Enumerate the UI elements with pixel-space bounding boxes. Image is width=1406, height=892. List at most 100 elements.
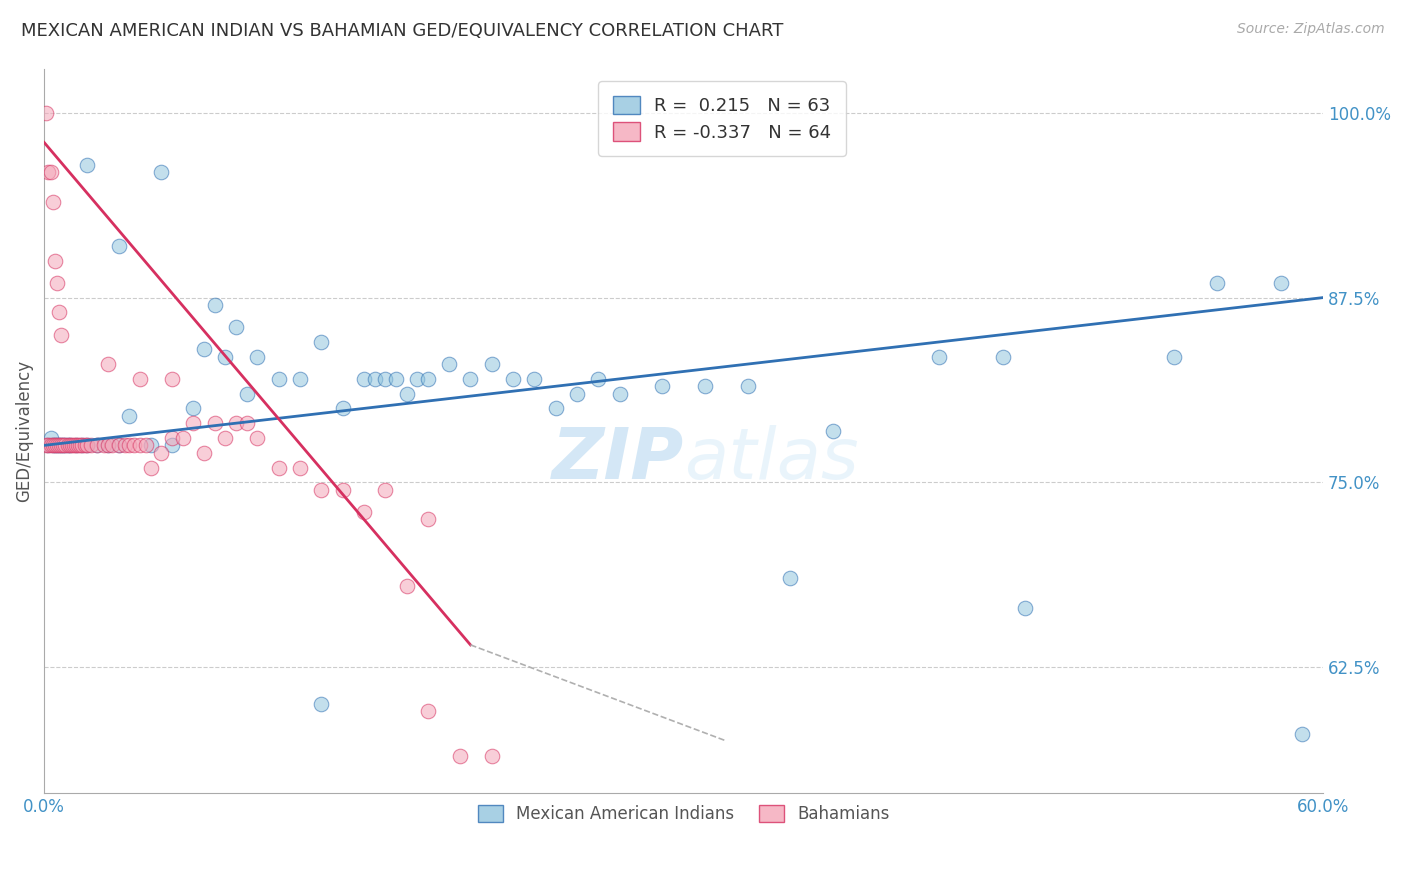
Point	[56, 438, 79, 452]
Point	[51, 438, 73, 452]
Point	[86, 438, 108, 452]
Point	[214, 350, 236, 364]
Point	[193, 446, 215, 460]
Point	[502, 372, 524, 386]
Point	[225, 416, 247, 430]
Point	[52, 438, 75, 452]
Point	[73, 438, 96, 452]
Point	[204, 416, 226, 430]
Point	[1270, 276, 1292, 290]
Point	[65, 438, 87, 452]
Point	[821, 424, 844, 438]
Point	[39, 438, 62, 452]
Point	[107, 438, 129, 452]
Point	[651, 379, 673, 393]
Point	[55, 438, 77, 452]
Point	[374, 372, 396, 386]
Point	[193, 343, 215, 357]
Point	[1014, 601, 1036, 615]
Point	[437, 357, 460, 371]
Point	[39, 431, 62, 445]
Point	[235, 386, 257, 401]
Point	[59, 438, 82, 452]
Point	[139, 438, 162, 452]
Point	[56, 438, 79, 452]
Point	[41, 438, 63, 452]
Point	[51, 438, 73, 452]
Point	[129, 372, 152, 386]
Point	[481, 748, 503, 763]
Point	[225, 320, 247, 334]
Text: MEXICAN AMERICAN INDIAN VS BAHAMIAN GED/EQUIVALENCY CORRELATION CHART: MEXICAN AMERICAN INDIAN VS BAHAMIAN GED/…	[21, 22, 783, 40]
Point	[693, 379, 716, 393]
Point	[416, 705, 439, 719]
Point	[1291, 726, 1313, 740]
Point	[101, 438, 124, 452]
Point	[544, 401, 567, 416]
Point	[374, 483, 396, 497]
Point	[588, 372, 610, 386]
Point	[67, 438, 90, 452]
Point	[160, 431, 183, 445]
Point	[55, 438, 77, 452]
Point	[45, 438, 67, 452]
Point	[41, 438, 63, 452]
Point	[86, 438, 108, 452]
Point	[35, 438, 58, 452]
Point	[129, 438, 152, 452]
Point	[35, 106, 58, 120]
Text: ZIP: ZIP	[551, 425, 683, 494]
Point	[39, 165, 62, 179]
Point	[1205, 276, 1227, 290]
Point	[44, 438, 66, 452]
Point	[183, 416, 205, 430]
Point	[353, 372, 375, 386]
Point	[93, 438, 115, 452]
Point	[97, 438, 120, 452]
Point	[523, 372, 546, 386]
Point	[72, 438, 94, 452]
Point	[76, 438, 98, 452]
Point	[288, 372, 311, 386]
Y-axis label: GED/Equivalency: GED/Equivalency	[15, 359, 32, 501]
Point	[204, 298, 226, 312]
Point	[385, 372, 408, 386]
Point	[160, 438, 183, 452]
Point	[235, 416, 257, 430]
Point	[44, 253, 66, 268]
Point	[48, 438, 70, 452]
Point	[37, 438, 59, 452]
Point	[779, 571, 801, 585]
Point	[72, 438, 94, 452]
Point	[150, 446, 173, 460]
Point	[122, 438, 145, 452]
Point	[45, 276, 67, 290]
Point	[118, 409, 141, 423]
Point	[1163, 350, 1185, 364]
Point	[246, 431, 269, 445]
Point	[993, 350, 1015, 364]
Point	[406, 372, 429, 386]
Point	[309, 334, 332, 349]
Point	[80, 438, 103, 452]
Text: atlas: atlas	[683, 425, 858, 494]
Point	[97, 438, 120, 452]
Point	[114, 438, 136, 452]
Point	[76, 158, 98, 172]
Point	[107, 239, 129, 253]
Point	[37, 438, 59, 452]
Point	[395, 386, 418, 401]
Point	[60, 438, 83, 452]
Point	[565, 386, 588, 401]
Point	[332, 401, 354, 416]
Point	[416, 512, 439, 526]
Point	[48, 305, 70, 319]
Point	[481, 357, 503, 371]
Point	[246, 350, 269, 364]
Point	[48, 438, 70, 452]
Text: Source: ZipAtlas.com: Source: ZipAtlas.com	[1237, 22, 1385, 37]
Point	[460, 372, 482, 386]
Point	[41, 194, 63, 209]
Point	[37, 165, 59, 179]
Point	[416, 372, 439, 386]
